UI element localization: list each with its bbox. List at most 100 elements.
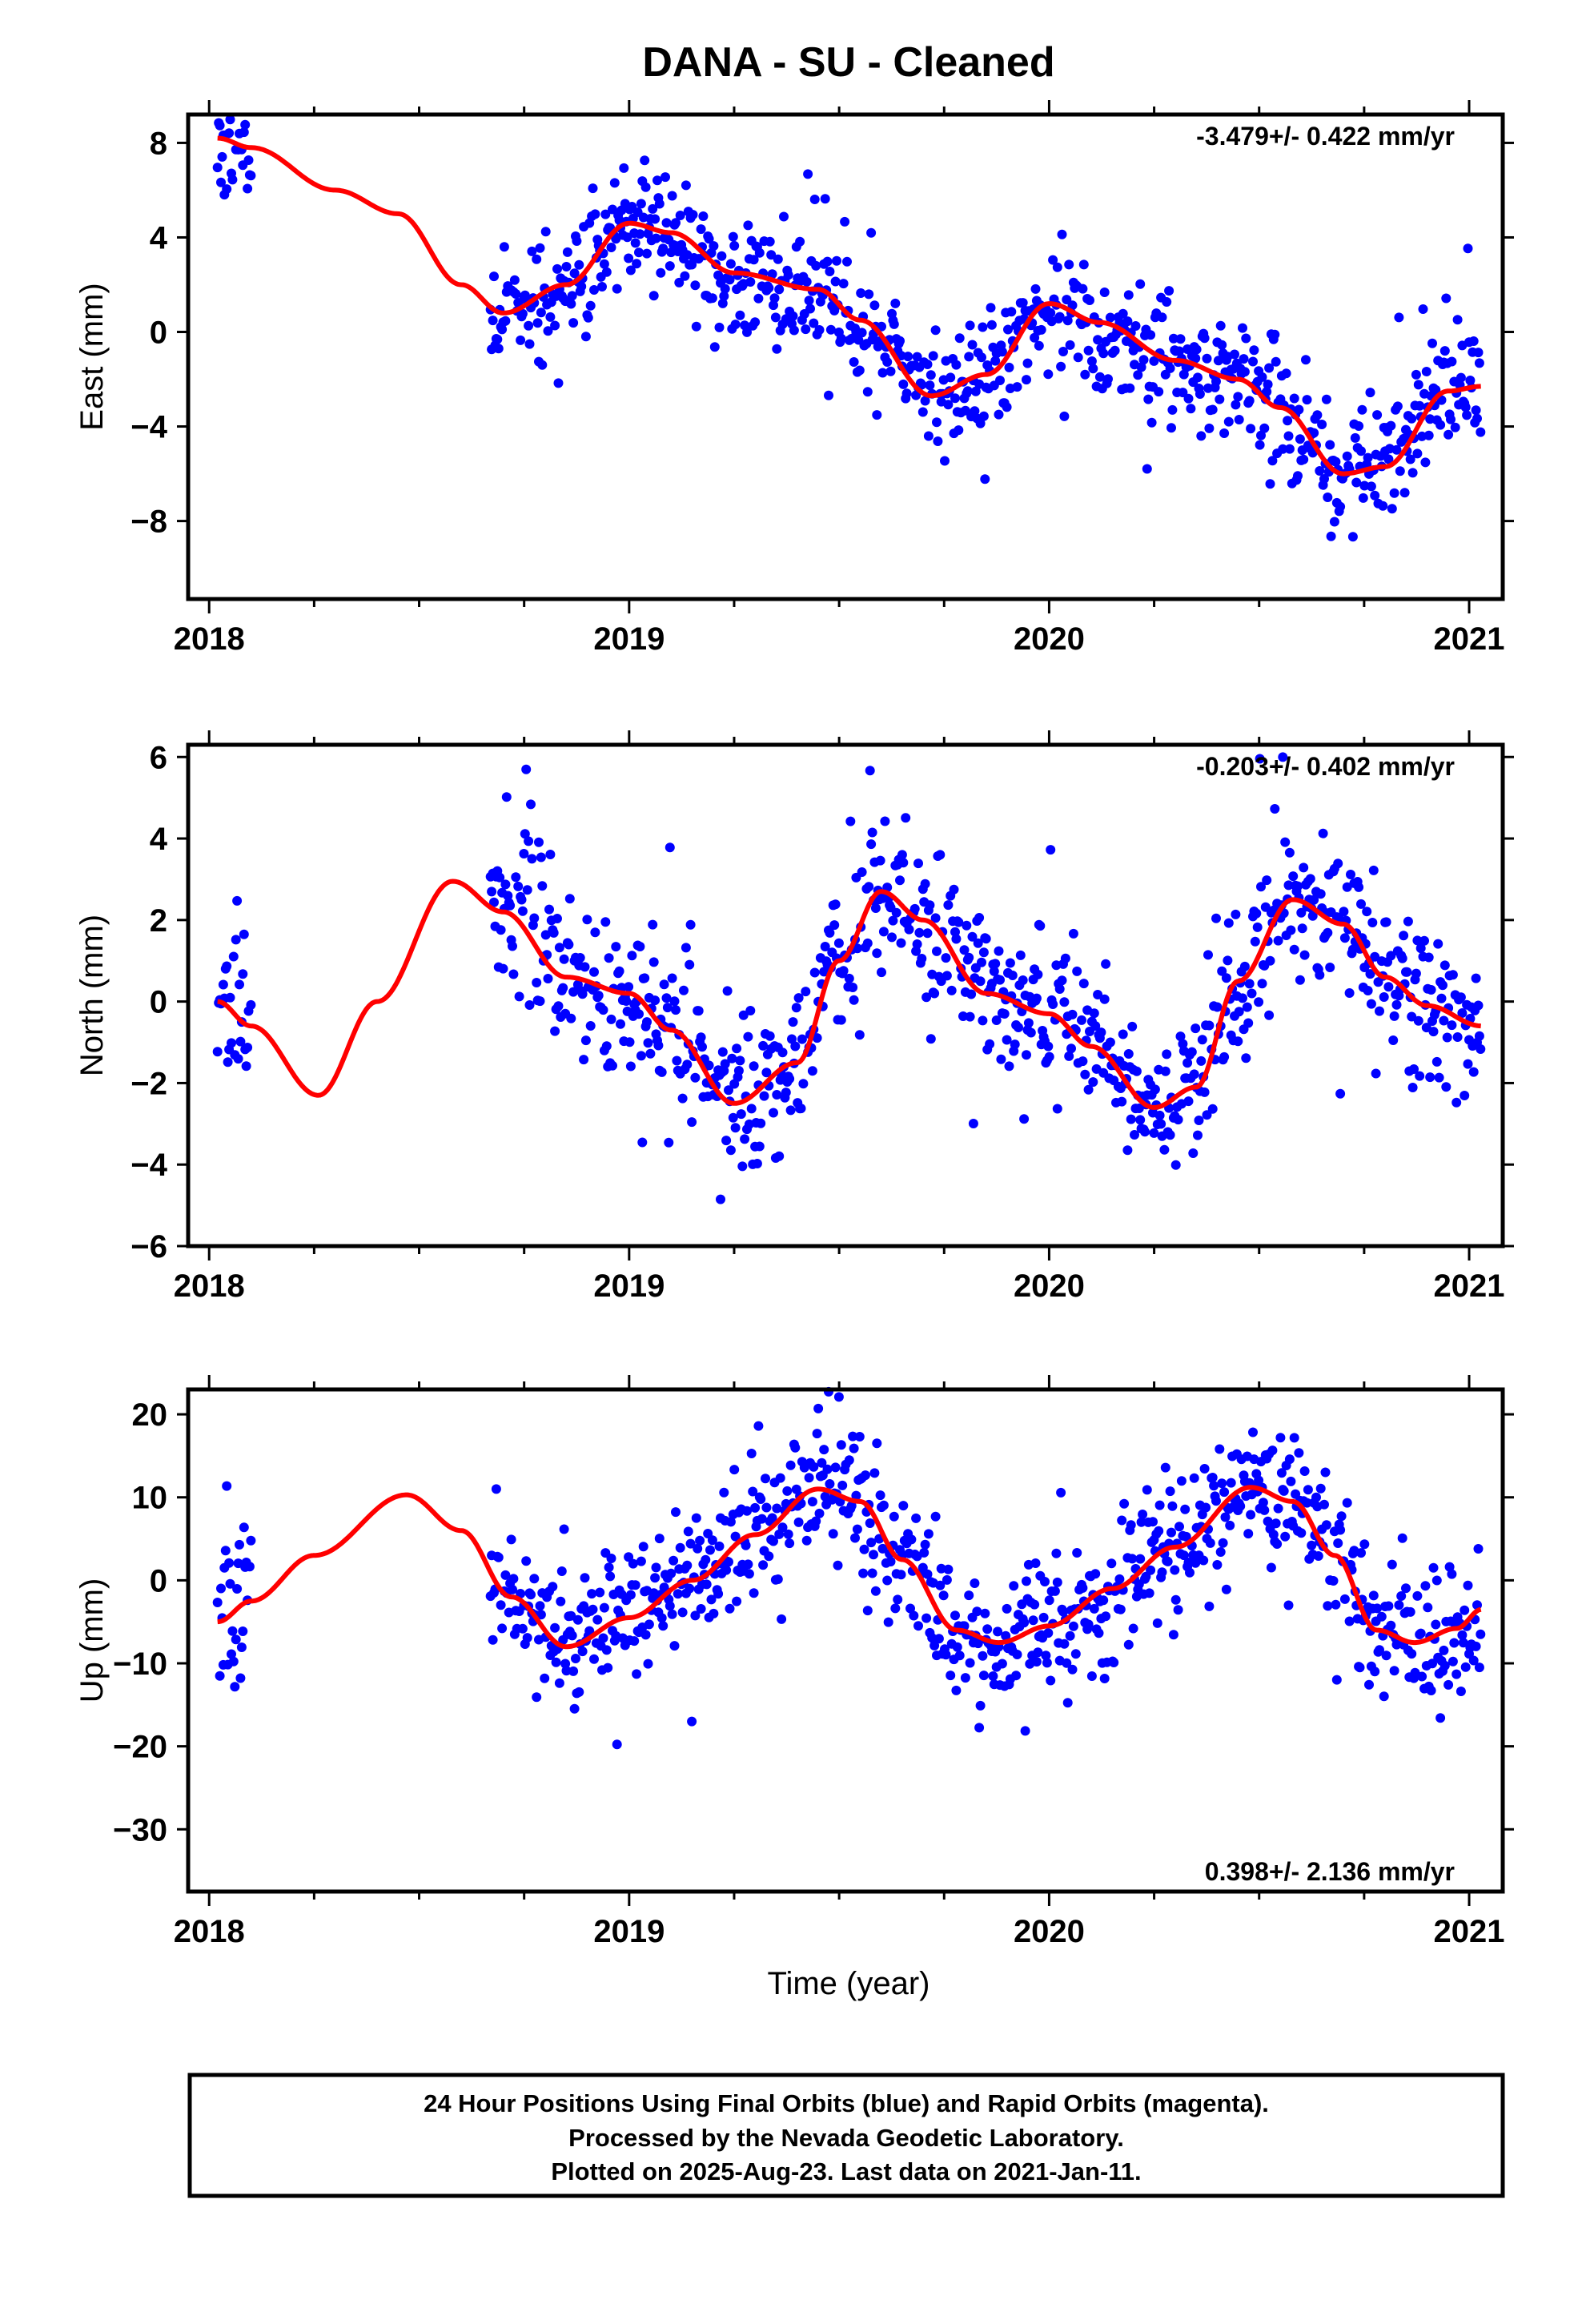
data-point	[659, 979, 669, 990]
data-point	[224, 1558, 235, 1568]
x-tick-label: 2019	[593, 621, 665, 657]
data-point	[811, 260, 821, 271]
data-point	[1217, 966, 1227, 976]
data-point	[690, 1072, 701, 1083]
data-point	[582, 915, 592, 925]
data-point	[1456, 1687, 1466, 1696]
data-point	[767, 1513, 777, 1523]
data-point	[1371, 1068, 1381, 1079]
data-point	[719, 291, 729, 301]
data-point	[1423, 952, 1434, 963]
data-point	[869, 1550, 878, 1560]
data-point	[785, 1538, 795, 1549]
data-point	[1090, 1021, 1101, 1031]
data-point	[1347, 944, 1358, 955]
data-point	[935, 1580, 946, 1590]
data-point	[665, 261, 675, 271]
data-point	[509, 275, 520, 285]
data-point	[1162, 1556, 1173, 1566]
data-point	[1394, 1600, 1404, 1610]
data-point	[793, 1517, 804, 1527]
data-point	[1326, 531, 1336, 541]
data-point	[216, 177, 226, 187]
data-point	[227, 1649, 236, 1659]
data-point	[1471, 973, 1481, 983]
data-point	[973, 1638, 983, 1649]
data-point	[1048, 999, 1058, 1009]
data-point	[614, 966, 624, 976]
data-point	[643, 1659, 653, 1669]
data-point	[1217, 340, 1227, 350]
footer-line-3: Plotted on 2025-Aug-23. Last data on 202…	[551, 2157, 1141, 2185]
data-point	[1366, 481, 1376, 492]
data-point	[1347, 532, 1358, 542]
data-point	[1309, 895, 1319, 905]
data-point	[946, 1671, 956, 1681]
data-point	[1303, 1485, 1313, 1495]
data-point	[1270, 329, 1280, 340]
data-point	[1251, 908, 1262, 919]
data-point	[807, 1497, 817, 1507]
data-point	[1018, 975, 1028, 985]
data-point	[1215, 1444, 1225, 1454]
data-point	[756, 1494, 766, 1504]
data-point	[1436, 993, 1447, 1003]
data-point	[216, 1583, 226, 1594]
data-point	[1258, 1498, 1268, 1508]
data-point	[1458, 1638, 1468, 1648]
data-point	[696, 224, 706, 235]
data-point	[1080, 1069, 1090, 1080]
data-point	[951, 1685, 962, 1695]
data-point	[640, 155, 650, 166]
data-point	[1015, 950, 1026, 960]
data-point	[1329, 517, 1339, 527]
data-point	[917, 407, 928, 417]
data-point	[235, 979, 244, 990]
data-point	[898, 858, 909, 868]
data-point	[923, 1529, 934, 1539]
data-point	[597, 282, 607, 292]
data-point	[1259, 423, 1270, 433]
data-point	[930, 913, 941, 923]
data-point	[1415, 943, 1426, 954]
data-point	[859, 1544, 869, 1554]
data-point	[1319, 1499, 1329, 1510]
data-point	[1409, 1064, 1419, 1074]
data-point	[813, 1403, 824, 1413]
data-point	[842, 256, 852, 267]
data-point	[765, 1031, 775, 1041]
data-point	[1336, 1511, 1347, 1522]
data-point	[556, 1596, 566, 1606]
y-tick-label: 8	[150, 126, 167, 161]
data-point	[1320, 1467, 1331, 1478]
data-point	[1447, 1020, 1457, 1031]
data-point	[925, 380, 935, 391]
data-point	[749, 1061, 759, 1072]
data-point	[1476, 427, 1486, 437]
data-point	[709, 342, 720, 352]
data-point	[552, 914, 562, 923]
data-point	[748, 1486, 758, 1497]
data-point	[1072, 1548, 1082, 1558]
data-point	[809, 967, 820, 978]
data-point	[526, 799, 536, 810]
data-point	[1395, 466, 1405, 476]
data-point	[935, 850, 946, 860]
data-point	[714, 1541, 725, 1551]
data-point	[1005, 958, 1015, 968]
data-point	[950, 393, 960, 404]
data-point	[653, 1040, 664, 1051]
data-point	[1052, 1104, 1062, 1114]
data-point	[852, 943, 862, 954]
data-point	[499, 242, 509, 252]
data-point	[1387, 504, 1397, 514]
data-point	[1160, 1462, 1170, 1473]
data-point	[1122, 316, 1133, 327]
data-point	[235, 1673, 246, 1683]
y-tick-label: 4	[150, 220, 168, 255]
data-point	[1167, 1501, 1178, 1511]
data-point	[1284, 444, 1295, 454]
data-point	[942, 1574, 952, 1585]
data-point	[695, 1535, 705, 1546]
data-point	[1062, 1698, 1073, 1708]
